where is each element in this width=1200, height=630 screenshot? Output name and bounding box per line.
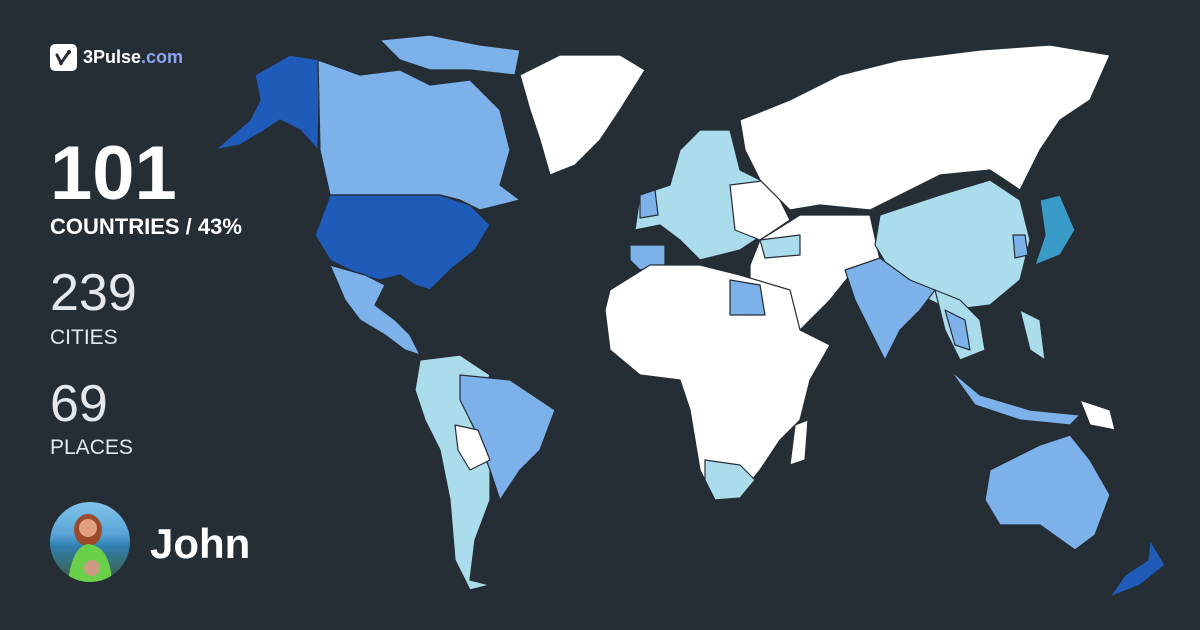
region-canada-islands[interactable] — [379, 34, 521, 76]
region-madagascar[interactable] — [789, 419, 809, 466]
cities-label: CITIES — [50, 326, 118, 349]
region-brazil[interactable] — [459, 374, 556, 501]
brand-domain: .com — [141, 47, 184, 67]
region-philippines[interactable] — [1019, 309, 1046, 361]
region-alaska[interactable] — [214, 54, 321, 151]
avatar[interactable] — [50, 502, 130, 582]
region-australia[interactable] — [984, 434, 1111, 551]
region-png[interactable] — [1079, 399, 1116, 431]
region-egypt[interactable] — [729, 279, 766, 316]
region-indonesia[interactable] — [949, 369, 1081, 426]
places-label: PLACES — [50, 436, 133, 459]
countries-count: 101 — [50, 131, 177, 216]
cities-count: 239 — [50, 264, 137, 322]
region-usa[interactable] — [314, 194, 491, 291]
pulse-check-icon — [50, 44, 77, 71]
region-new-zealand[interactable] — [1109, 539, 1166, 598]
region-canada[interactable] — [317, 59, 521, 211]
region-korea[interactable] — [1012, 234, 1029, 259]
region-mexico[interactable] — [329, 264, 421, 356]
region-russia[interactable] — [739, 44, 1111, 211]
brand-name: 3Pulse — [83, 47, 142, 67]
region-uk[interactable] — [639, 189, 659, 219]
region-greenland[interactable] — [519, 54, 646, 176]
region-india[interactable] — [844, 257, 936, 361]
region-south-africa[interactable] — [704, 459, 756, 501]
region-thailand[interactable] — [944, 309, 971, 351]
region-turkey[interactable] — [759, 234, 801, 259]
region-japan[interactable] — [1034, 194, 1076, 266]
user-name: John — [150, 520, 251, 567]
countries-label: COUNTRIES / 43% — [50, 214, 242, 239]
region-africa[interactable] — [604, 264, 831, 501]
places-count: 69 — [50, 375, 108, 433]
region-bolivia[interactable] — [454, 424, 491, 471]
brand-logo[interactable]: 3Pulse.com — [50, 44, 183, 71]
